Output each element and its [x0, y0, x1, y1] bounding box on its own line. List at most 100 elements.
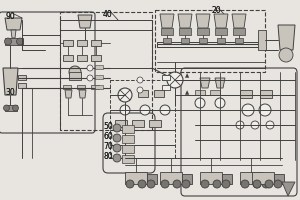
- Circle shape: [242, 104, 254, 116]
- Circle shape: [213, 180, 221, 188]
- Circle shape: [265, 180, 273, 188]
- Bar: [274, 174, 284, 184]
- Bar: [195, 90, 205, 95]
- Text: 20: 20: [212, 6, 222, 15]
- Bar: [91, 55, 101, 61]
- Circle shape: [113, 134, 121, 142]
- Bar: [149, 120, 161, 127]
- Circle shape: [137, 87, 143, 93]
- Circle shape: [236, 121, 244, 129]
- Bar: [163, 38, 171, 43]
- Circle shape: [160, 105, 170, 115]
- Bar: [240, 172, 262, 184]
- Circle shape: [69, 66, 81, 78]
- Polygon shape: [282, 182, 295, 196]
- Bar: [210, 90, 220, 95]
- Circle shape: [201, 180, 209, 188]
- Circle shape: [182, 180, 190, 188]
- Polygon shape: [196, 14, 210, 28]
- Circle shape: [215, 98, 225, 108]
- Bar: [18, 75, 26, 80]
- Circle shape: [118, 88, 132, 102]
- Bar: [122, 145, 134, 153]
- Text: 70: 70: [103, 142, 113, 151]
- Bar: [60, 12, 152, 130]
- Bar: [181, 38, 189, 43]
- Text: 60: 60: [103, 132, 113, 141]
- Polygon shape: [215, 78, 225, 88]
- Bar: [5, 38, 23, 45]
- Bar: [252, 172, 274, 184]
- Circle shape: [259, 104, 271, 116]
- Circle shape: [253, 180, 261, 188]
- Circle shape: [13, 105, 19, 111]
- Bar: [95, 75, 103, 79]
- Circle shape: [137, 77, 143, 83]
- Bar: [147, 174, 157, 184]
- Polygon shape: [11, 30, 16, 38]
- Bar: [18, 83, 26, 88]
- Polygon shape: [278, 25, 295, 50]
- Circle shape: [113, 154, 121, 162]
- Bar: [122, 155, 134, 163]
- Bar: [115, 120, 127, 127]
- Bar: [122, 125, 134, 133]
- Polygon shape: [79, 90, 86, 98]
- Bar: [162, 75, 170, 80]
- Bar: [132, 120, 144, 127]
- Text: 50: 50: [103, 122, 113, 131]
- Bar: [222, 174, 232, 184]
- Text: 90: 90: [5, 12, 15, 21]
- Circle shape: [4, 105, 10, 111]
- Circle shape: [113, 144, 121, 152]
- Text: 50: 50: [103, 122, 113, 131]
- Circle shape: [195, 98, 205, 108]
- Circle shape: [87, 65, 93, 71]
- Polygon shape: [78, 15, 92, 28]
- Polygon shape: [5, 18, 22, 30]
- Bar: [77, 55, 87, 61]
- Polygon shape: [3, 68, 18, 95]
- Circle shape: [262, 180, 270, 188]
- Bar: [63, 55, 73, 61]
- Bar: [235, 38, 243, 43]
- Bar: [179, 28, 191, 35]
- Polygon shape: [232, 14, 246, 28]
- Circle shape: [279, 48, 293, 62]
- Text: 80: 80: [103, 152, 112, 161]
- Bar: [162, 85, 170, 90]
- Bar: [154, 90, 164, 97]
- Bar: [161, 28, 173, 35]
- Text: 40: 40: [103, 10, 113, 19]
- Bar: [217, 38, 225, 43]
- Bar: [95, 85, 103, 89]
- Circle shape: [138, 180, 146, 188]
- Bar: [5, 105, 17, 111]
- Bar: [91, 85, 99, 89]
- Polygon shape: [65, 90, 72, 98]
- Circle shape: [241, 180, 249, 188]
- Circle shape: [251, 121, 259, 129]
- Bar: [155, 10, 265, 72]
- Bar: [77, 85, 85, 89]
- Bar: [138, 90, 148, 97]
- Bar: [95, 65, 103, 69]
- Bar: [63, 85, 71, 89]
- Circle shape: [140, 105, 150, 115]
- Text: 70: 70: [103, 142, 113, 151]
- Circle shape: [173, 180, 181, 188]
- Bar: [69, 72, 81, 80]
- Bar: [215, 28, 227, 35]
- Bar: [122, 135, 134, 143]
- Circle shape: [222, 180, 230, 188]
- Text: ▲: ▲: [185, 73, 189, 78]
- Bar: [262, 174, 272, 184]
- Bar: [63, 40, 73, 46]
- Circle shape: [266, 121, 274, 129]
- Circle shape: [126, 180, 134, 188]
- Circle shape: [147, 180, 155, 188]
- Circle shape: [161, 180, 169, 188]
- Text: 20: 20: [212, 6, 222, 15]
- Text: 30: 30: [5, 88, 15, 97]
- Text: 30: 30: [5, 88, 15, 97]
